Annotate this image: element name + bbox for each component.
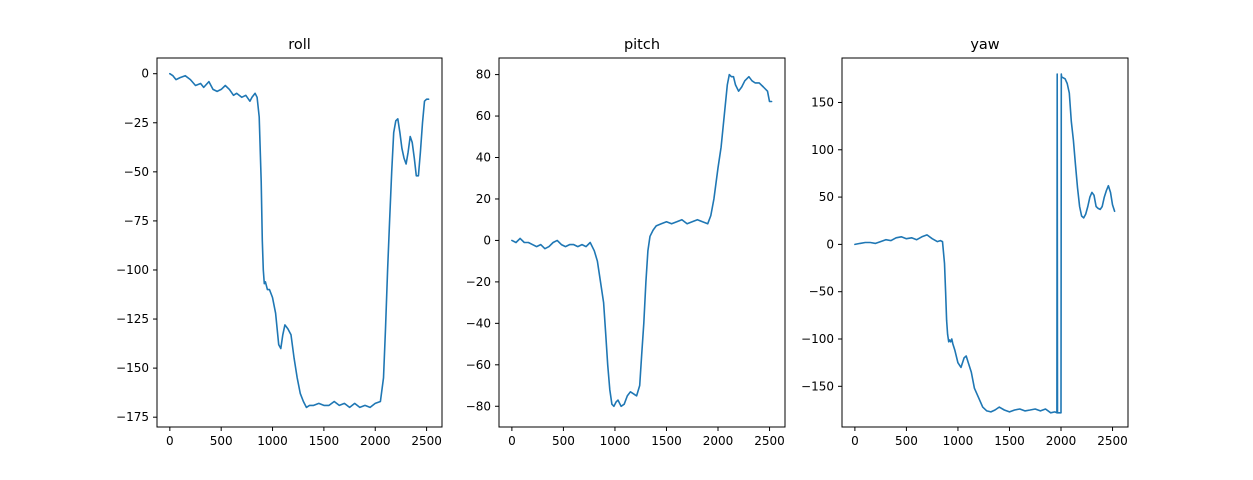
yaw-x-tick-label: 1500 <box>994 434 1025 448</box>
roll-x-tick-label: 2000 <box>360 434 391 448</box>
pitch-y-tick-label: −80 <box>466 399 491 413</box>
yaw-x-tick-label: 2000 <box>1046 434 1077 448</box>
pitch-y-tick-label: 80 <box>476 68 491 82</box>
roll-y-tick-label: 0 <box>141 67 149 81</box>
pitch-x-tick-label: 2000 <box>703 434 734 448</box>
yaw-title: yaw <box>970 37 999 53</box>
subplot-pitch: 0 500 1000 1500 2000 2500 80 60 40 20 0 −20 −40 −60 −8… <box>466 37 786 448</box>
pitch-y-tick-label: 60 <box>476 109 491 123</box>
pitch-x-tick-label: 1000 <box>600 434 631 448</box>
roll-axes-frame <box>156 57 443 428</box>
roll-y-tick-label: −100 <box>116 263 149 277</box>
roll-y-tick-label: −175 <box>116 410 149 424</box>
pitch-x-tick-label: 2500 <box>754 434 785 448</box>
roll-title: roll <box>288 37 311 53</box>
roll-x-tick-label: 1500 <box>309 434 340 448</box>
roll-x-tick-label: 0 <box>166 434 174 448</box>
pitch-y-tick-label: −40 <box>466 316 491 330</box>
pitch-y-tick-label: −20 <box>466 275 491 289</box>
yaw-series-line <box>854 73 1116 414</box>
roll-y-tick-label: −125 <box>116 312 149 326</box>
pitch-series-line <box>511 73 773 408</box>
roll-series-line <box>169 72 430 409</box>
yaw-x-tick-label: 1000 <box>943 434 974 448</box>
roll-y-tick-label: −150 <box>116 361 149 375</box>
pitch-axes-frame <box>498 57 786 428</box>
yaw-y-tick-label: −100 <box>801 332 834 346</box>
roll-x-tick-label: 500 <box>210 434 233 448</box>
pitch-y-tick-label: −60 <box>466 358 491 372</box>
yaw-axes-frame <box>841 57 1129 428</box>
yaw-y-tick-label: −150 <box>801 379 834 393</box>
roll-x-tick-label: 2500 <box>411 434 442 448</box>
pitch-x-tick-label: 0 <box>508 434 516 448</box>
pitch-y-tick-label: 0 <box>483 233 491 247</box>
roll-x-tick-label: 1000 <box>257 434 288 448</box>
subplot-yaw: 0 500 1000 1500 2000 2500150100500−50−100−150… <box>801 37 1129 448</box>
pitch-title: pitch <box>624 37 660 53</box>
roll-y-tick-label: −75 <box>124 214 149 228</box>
yaw-x-tick-label: 2500 <box>1097 434 1128 448</box>
pitch-y-tick-label: 20 <box>476 192 491 206</box>
pitch-y-tick-label: 40 <box>476 151 491 165</box>
yaw-y-tick-label: 50 <box>819 190 834 204</box>
roll-y-tick-label: −50 <box>124 165 149 179</box>
yaw-x-tick-label: 0 <box>851 434 859 448</box>
pitch-x-tick-label: 1500 <box>651 434 682 448</box>
roll-y-tick-label: −25 <box>124 116 149 130</box>
subplot-roll: 0 500 1000 1500 2000 2500 0 −25 −50 −75 −100 −125 −1… <box>116 37 443 448</box>
yaw-x-tick-label: 500 <box>895 434 918 448</box>
yaw-y-tick-label: 150 <box>811 95 834 109</box>
yaw-y-tick-label: −50 <box>809 285 834 299</box>
yaw-y-tick-label: 0 <box>826 237 834 251</box>
yaw-y-tick-label: 100 <box>811 143 834 157</box>
pitch-x-tick-label: 500 <box>552 434 575 448</box>
